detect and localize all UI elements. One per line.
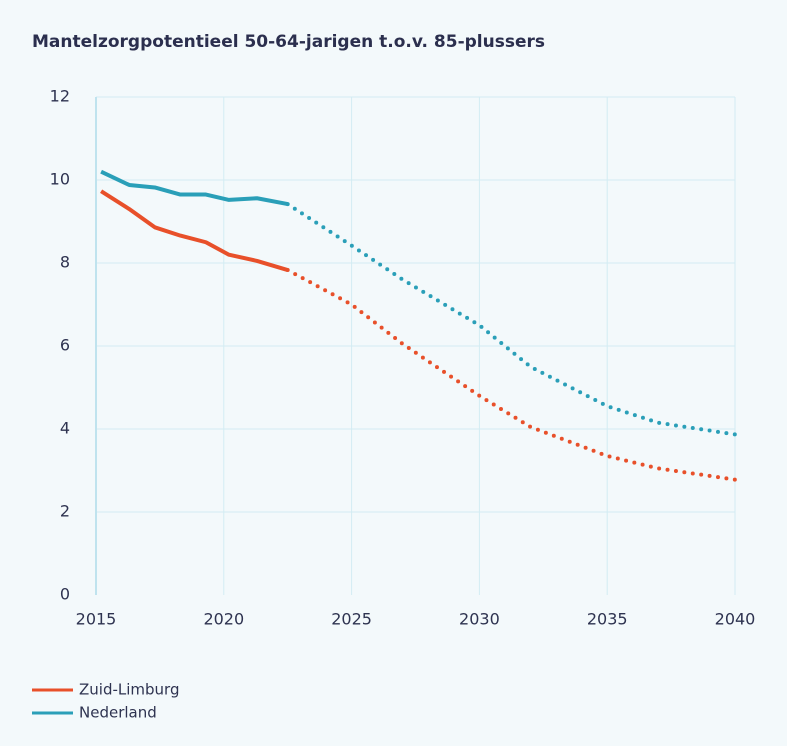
x-tick-label: 2015 <box>76 610 117 629</box>
y-tick-label: 12 <box>50 87 70 106</box>
line-series <box>100 189 289 272</box>
chart-title: Mantelzorgpotentieel 50-64-jarigen t.o.v… <box>32 32 545 52</box>
legend-label: Zuid-Limburg <box>79 681 179 699</box>
line-series-projection <box>285 268 737 482</box>
x-tick-label: 2020 <box>203 610 244 629</box>
line-series <box>100 169 289 207</box>
x-tick-label: 2030 <box>459 610 500 629</box>
y-tick-label: 4 <box>60 419 70 438</box>
legend-label: Nederland <box>79 704 157 722</box>
x-tick-label: 2035 <box>587 610 628 629</box>
y-tick-label: 6 <box>60 336 70 355</box>
line-series-projection <box>285 202 737 437</box>
x-tick-label: 2025 <box>331 610 372 629</box>
y-tick-label: 10 <box>50 170 70 189</box>
x-tick-label: 2040 <box>715 610 756 629</box>
y-tick-label: 8 <box>60 253 70 272</box>
y-tick-label: 0 <box>60 585 70 604</box>
y-tick-label: 2 <box>60 502 70 521</box>
